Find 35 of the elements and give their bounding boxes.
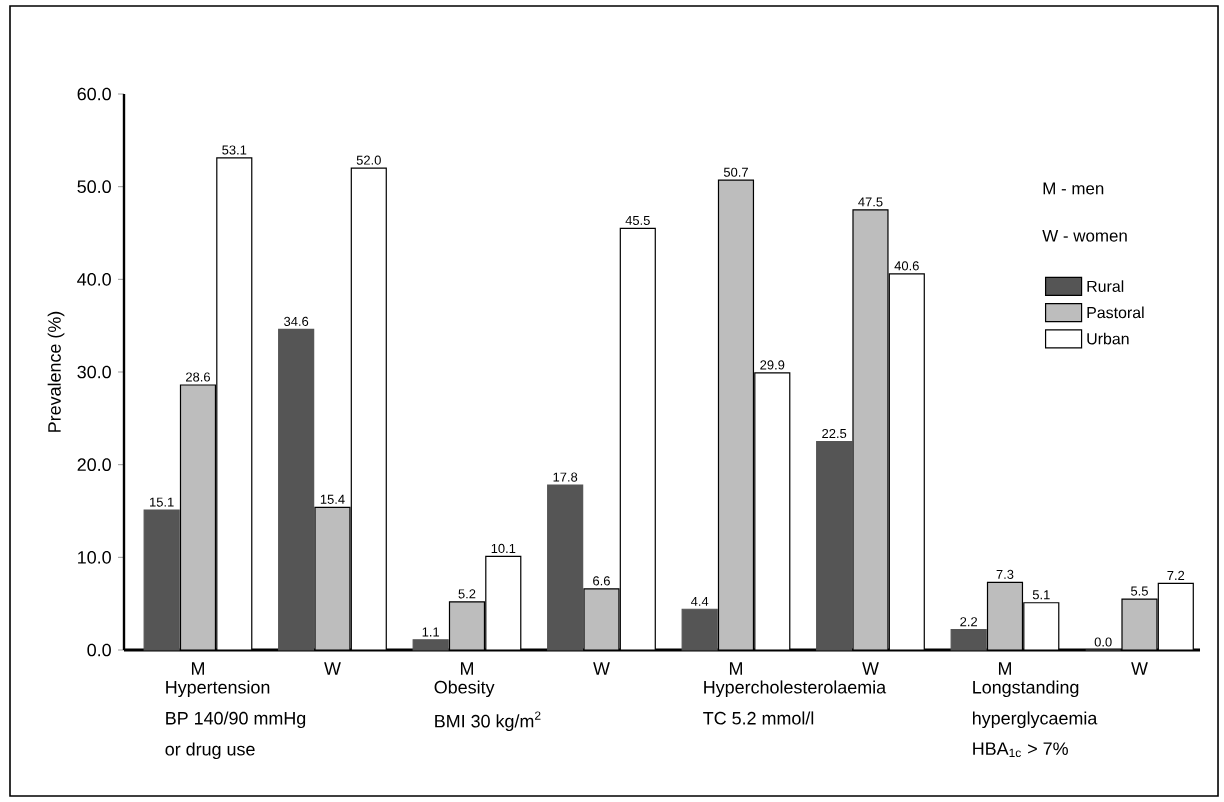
x-tick-label: M (998, 662, 1011, 675)
text: Longstanding (973, 680, 1079, 698)
x-tick-label: M (460, 662, 473, 675)
text: BMI 30 kg/m$^{2}$ (435, 711, 541, 732)
y-tick-label: 40.0 (77, 272, 111, 286)
y-tick-label: 10.0 (78, 550, 111, 564)
y-tick-label: 30.0 (77, 365, 111, 379)
x-tick-label: W (324, 662, 341, 675)
bar (278, 328, 315, 651)
bar (143, 509, 180, 651)
bar (412, 639, 449, 651)
y-tick-label: 60.0 (77, 87, 111, 101)
text: HBA$_{1c}$ > 7% (973, 742, 1068, 758)
annotation: W - women (1042, 229, 1127, 242)
y-axis-title: Prevalence (%) (47, 311, 65, 432)
x-tick-label: W (1131, 662, 1148, 675)
bar (547, 484, 584, 651)
x-tick-label: W (593, 662, 610, 675)
text: Obesity (434, 680, 495, 698)
y-tick-label: 20.0 (77, 458, 111, 472)
text: BP 140/90 mmHg (166, 711, 306, 729)
x-tick-label: W (862, 662, 879, 675)
text: Hypercholesterolaemia (704, 680, 887, 698)
x-tick-label: M (191, 662, 204, 675)
text: hyperglycaemia (973, 711, 1098, 729)
bar (816, 440, 853, 651)
bar (950, 629, 987, 651)
x-tick-label: M (729, 662, 742, 675)
bar (681, 608, 718, 651)
y-tick-label: 50.0 (77, 180, 111, 194)
text: TC 5.2 mmol/l (703, 711, 814, 725)
text: or drug use (165, 742, 255, 760)
annotation: M - men (1043, 182, 1104, 195)
text: Hypertension (166, 680, 270, 698)
y-tick-label: 0.0 (87, 643, 111, 657)
